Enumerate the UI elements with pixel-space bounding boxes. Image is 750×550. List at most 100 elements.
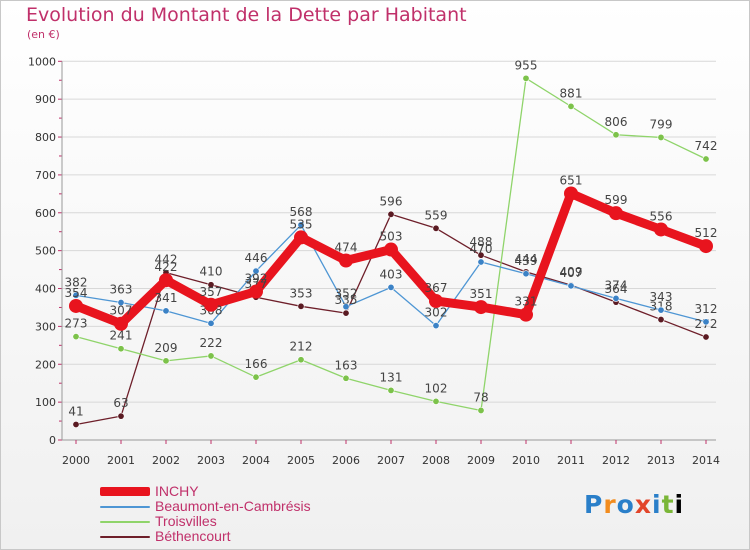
data-label: 403 xyxy=(380,267,403,281)
data-point xyxy=(477,406,485,414)
x-tick-label: 2003 xyxy=(197,454,225,467)
data-point xyxy=(609,206,623,221)
data-label: 102 xyxy=(425,381,448,395)
legend-swatch xyxy=(100,506,150,508)
x-tick-label: 2004 xyxy=(242,454,270,467)
data-label: 312 xyxy=(695,302,718,316)
data-label: 955 xyxy=(515,58,538,72)
y-tick-label: 500 xyxy=(35,245,56,258)
x-tick-label: 2008 xyxy=(422,454,450,467)
data-label: 444 xyxy=(515,252,538,266)
data-label: 331 xyxy=(515,295,538,309)
data-label: 343 xyxy=(650,290,673,304)
y-tick-label: 1000 xyxy=(28,55,56,68)
legend-label: Béthencourt xyxy=(155,528,231,544)
data-label: 568 xyxy=(290,205,313,219)
data-label: 209 xyxy=(155,341,178,355)
data-label: 556 xyxy=(650,209,673,223)
data-point xyxy=(654,222,668,237)
data-label: 63 xyxy=(113,396,128,410)
y-tick-label: 700 xyxy=(35,169,56,182)
data-point xyxy=(612,131,620,139)
legend-label: Troisvilles xyxy=(155,513,217,529)
data-label: 488 xyxy=(470,235,493,249)
data-point xyxy=(387,283,395,291)
data-point xyxy=(297,356,305,364)
data-label: 364 xyxy=(605,282,628,296)
data-point xyxy=(117,299,125,307)
data-label: 422 xyxy=(155,260,178,274)
data-label: 559 xyxy=(425,208,448,222)
legend-swatch xyxy=(100,536,150,538)
data-label: 163 xyxy=(335,358,358,372)
data-point xyxy=(162,357,170,365)
data-label: 318 xyxy=(650,300,673,314)
data-point xyxy=(297,221,305,229)
data-label: 166 xyxy=(245,357,268,371)
data-point xyxy=(387,386,395,394)
data-point xyxy=(297,302,305,310)
data-label: 881 xyxy=(560,86,583,100)
data-point xyxy=(432,322,440,330)
x-tick-label: 2011 xyxy=(557,454,585,467)
data-label: 41 xyxy=(68,404,83,418)
data-label: 535 xyxy=(290,217,313,231)
data-point xyxy=(72,420,80,428)
legend-label: INCHY xyxy=(155,483,199,499)
data-label: 357 xyxy=(200,285,223,299)
data-label: 131 xyxy=(380,370,403,384)
data-point xyxy=(69,298,83,313)
data-point xyxy=(72,291,80,299)
data-point xyxy=(342,309,350,317)
data-point xyxy=(564,186,578,201)
data-point xyxy=(522,74,530,82)
data-point xyxy=(567,102,575,110)
y-tick-label: 600 xyxy=(35,207,56,220)
data-point xyxy=(702,318,710,326)
data-label: 442 xyxy=(155,253,178,267)
data-label: 470 xyxy=(470,242,493,256)
x-tick-label: 2010 xyxy=(512,454,540,467)
data-point xyxy=(72,333,80,341)
data-point xyxy=(474,300,488,315)
data-point xyxy=(657,316,665,324)
data-label: 363 xyxy=(110,283,133,297)
data-point xyxy=(522,270,530,278)
data-point xyxy=(249,284,263,299)
data-point xyxy=(252,373,260,381)
data-point xyxy=(429,294,443,309)
data-label: 599 xyxy=(605,193,628,207)
proxiti-logo: Proxiti xyxy=(584,490,685,519)
data-point xyxy=(252,267,260,275)
data-point xyxy=(519,307,533,322)
data-point xyxy=(342,374,350,382)
y-tick-label: 400 xyxy=(35,283,56,296)
data-label: 307 xyxy=(110,304,133,318)
unit-label: (en €) xyxy=(27,28,60,41)
data-point xyxy=(117,412,125,420)
data-point xyxy=(339,253,353,268)
data-point xyxy=(342,303,350,311)
data-label: 367 xyxy=(425,281,448,295)
y-tick-label: 100 xyxy=(35,396,56,409)
data-label: 352 xyxy=(335,287,358,301)
x-tick-label: 2006 xyxy=(332,454,360,467)
data-point xyxy=(612,294,620,302)
x-tick-label: 2012 xyxy=(602,454,630,467)
data-point xyxy=(204,297,218,312)
data-point xyxy=(477,258,485,266)
data-label: 503 xyxy=(380,230,403,244)
data-label: 335 xyxy=(335,293,358,307)
data-point xyxy=(114,316,128,331)
data-label: 341 xyxy=(155,291,178,305)
data-label: 474 xyxy=(335,240,358,254)
legend-label: Beaumont-en-Cambrésis xyxy=(155,498,311,514)
data-label: 353 xyxy=(290,286,313,300)
data-point xyxy=(702,155,710,163)
y-tick-label: 900 xyxy=(35,93,56,106)
data-label: 439 xyxy=(515,254,538,268)
data-label: 407 xyxy=(560,266,583,280)
data-point xyxy=(477,251,485,259)
data-point xyxy=(432,224,440,232)
